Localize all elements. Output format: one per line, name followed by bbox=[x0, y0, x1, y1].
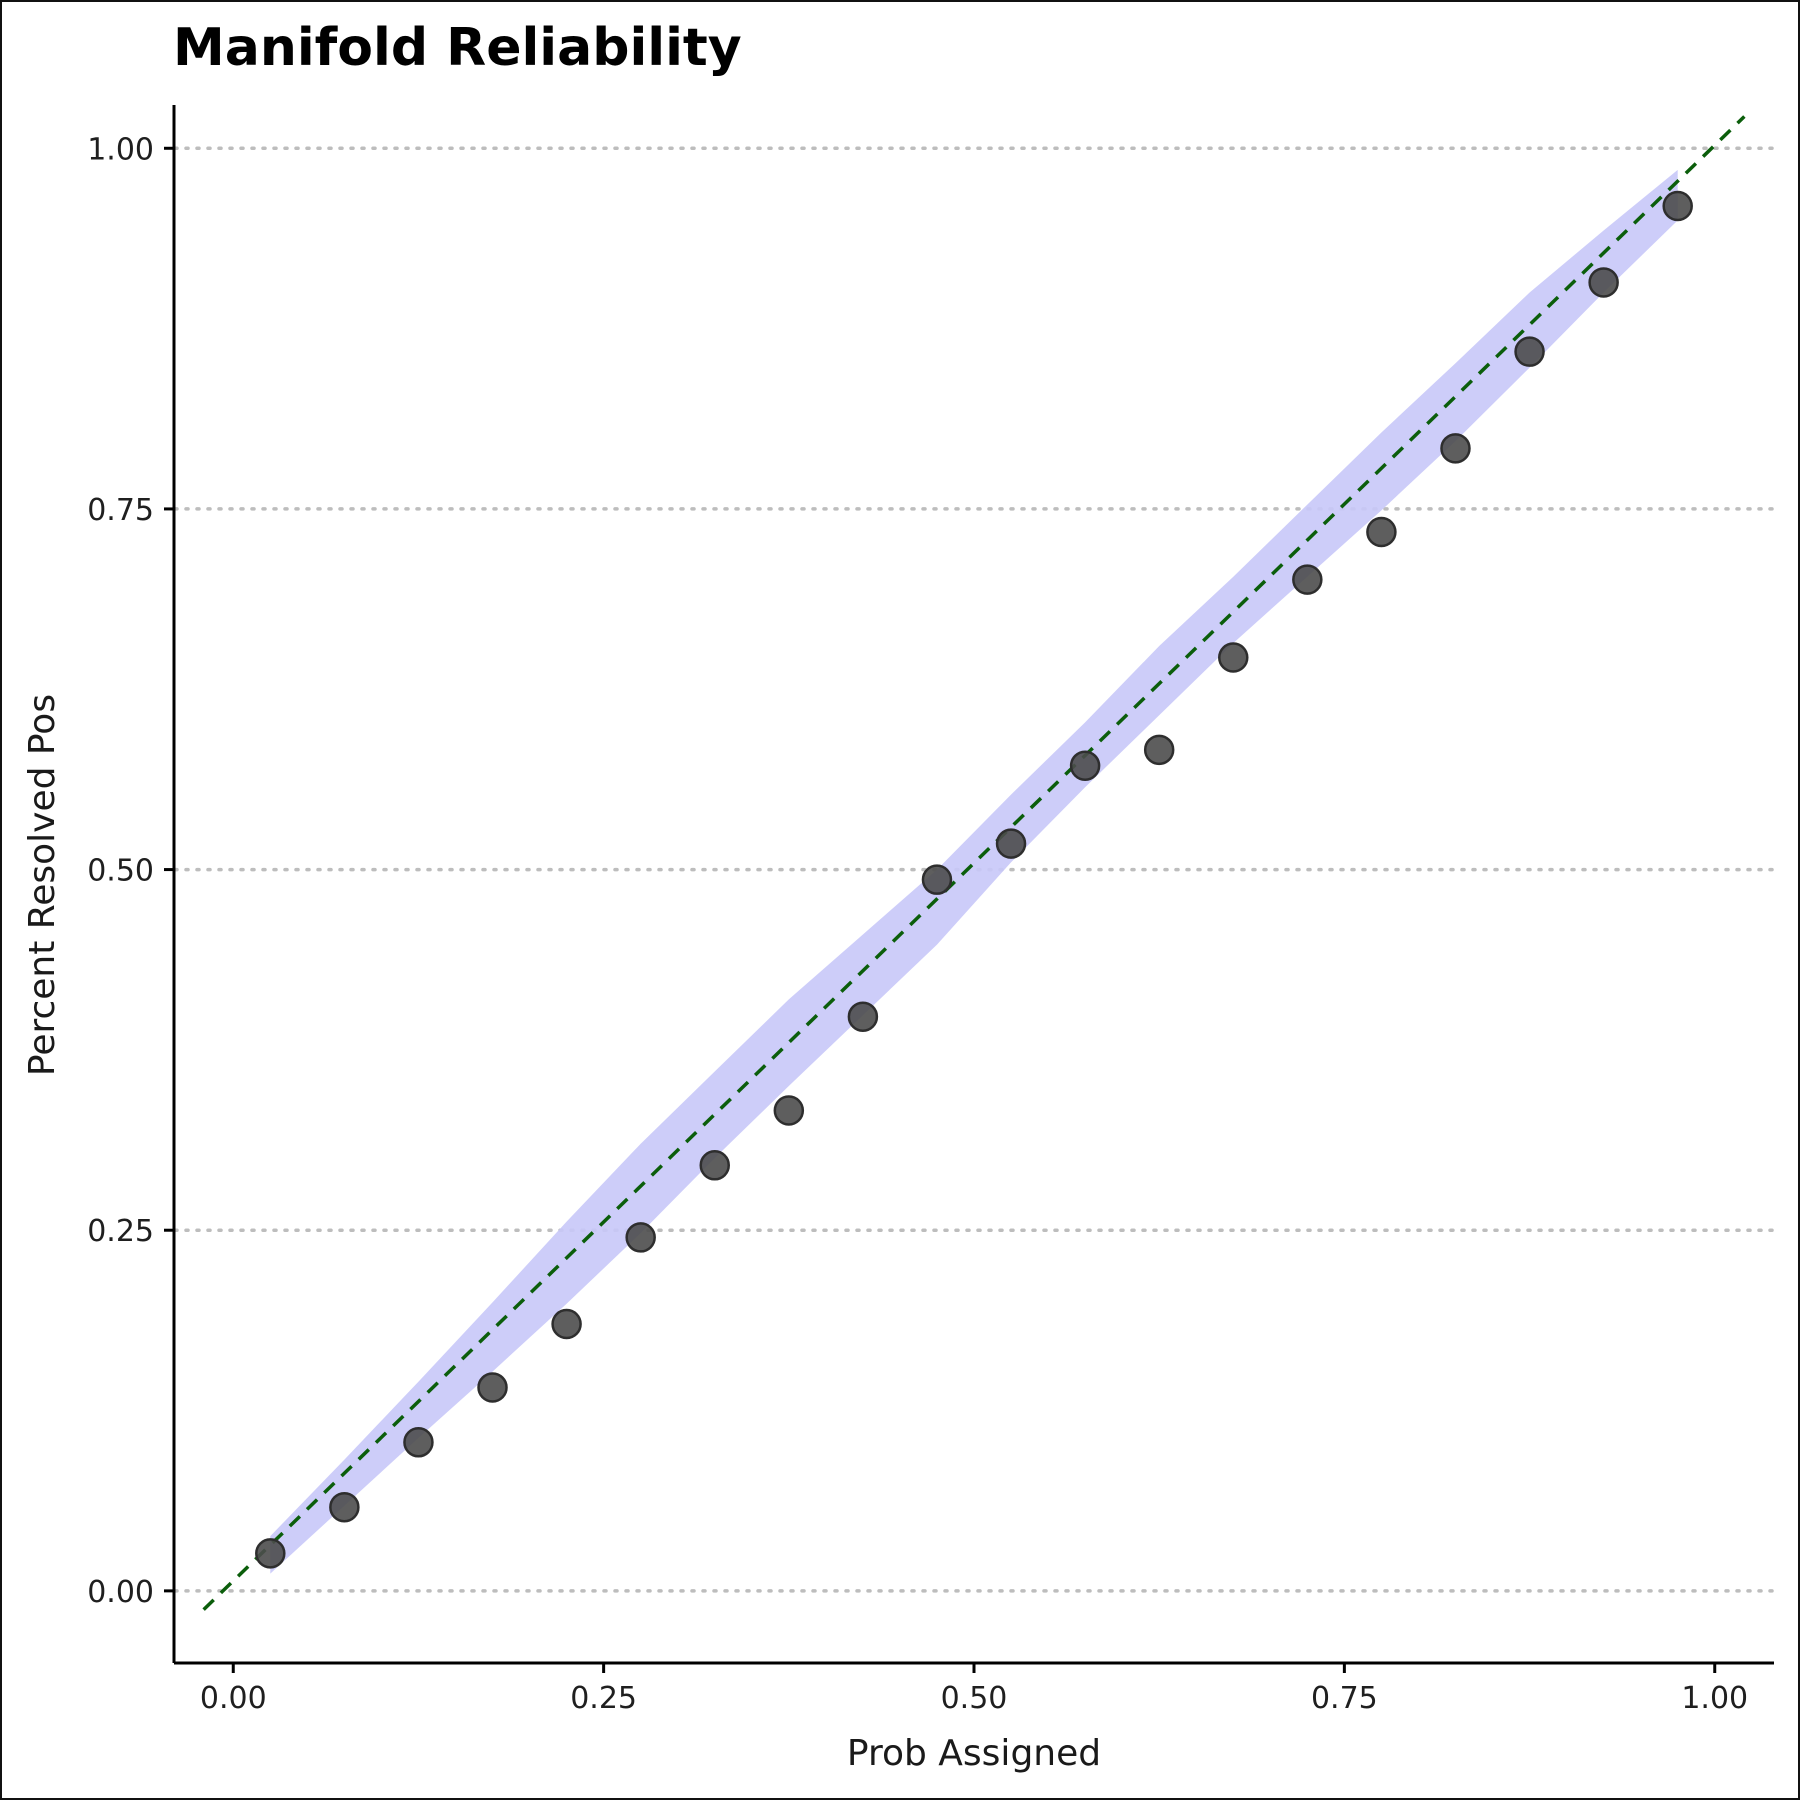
data-point-11 bbox=[1069, 750, 1101, 781]
x-axis-title: Prob Assigned bbox=[847, 1733, 1101, 1774]
x-tick-label-0: 0.00 bbox=[200, 1681, 267, 1716]
data-point-3 bbox=[477, 1372, 508, 1403]
data-point-4 bbox=[551, 1308, 582, 1340]
grid-lines bbox=[173, 146, 1776, 1593]
y-tick-label-2: 0.50 bbox=[87, 854, 154, 889]
data-point-6 bbox=[699, 1150, 730, 1181]
data-point-5 bbox=[625, 1222, 656, 1253]
data-point-1 bbox=[329, 1491, 360, 1523]
y-tick-label-1: 0.25 bbox=[87, 1214, 154, 1249]
data-point-7 bbox=[773, 1095, 805, 1126]
data-point-13 bbox=[1218, 642, 1249, 673]
y-axis-title: Percent Resolved Pos bbox=[22, 694, 63, 1076]
data-point-12 bbox=[1143, 734, 1175, 766]
data-point-15 bbox=[1366, 516, 1397, 548]
data-point-14 bbox=[1292, 564, 1323, 595]
chart-title: Manifold Reliability bbox=[173, 18, 742, 78]
data-point-2 bbox=[403, 1427, 434, 1458]
data-points bbox=[255, 190, 1693, 1569]
x-tick-label-3: 0.75 bbox=[1311, 1681, 1378, 1716]
data-point-16 bbox=[1440, 433, 1471, 464]
x-tick-label-4: 1.00 bbox=[1681, 1681, 1748, 1716]
confidence-band bbox=[270, 169, 1678, 1574]
x-axis-ticks: 0.00 0.25 0.50 0.75 1.00 bbox=[200, 1663, 1748, 1716]
data-point-19 bbox=[1662, 190, 1693, 222]
data-point-10 bbox=[995, 828, 1027, 859]
data-point-17 bbox=[1514, 336, 1545, 367]
reference-diagonal-line bbox=[202, 115, 1746, 1611]
x-tick-label-2: 0.50 bbox=[941, 1681, 1008, 1716]
y-tick-label-0: 0.00 bbox=[87, 1575, 154, 1610]
y-tick-label-3: 0.75 bbox=[87, 493, 154, 528]
data-point-9 bbox=[921, 864, 953, 895]
data-point-18 bbox=[1588, 267, 1619, 298]
y-axis-ticks: 0.00 0.25 0.50 0.75 1.00 bbox=[87, 132, 174, 1610]
data-point-0 bbox=[255, 1538, 286, 1569]
data-point-8 bbox=[847, 1001, 879, 1032]
x-tick-label-1: 0.25 bbox=[570, 1681, 637, 1716]
y-tick-label-4: 1.00 bbox=[87, 132, 154, 167]
